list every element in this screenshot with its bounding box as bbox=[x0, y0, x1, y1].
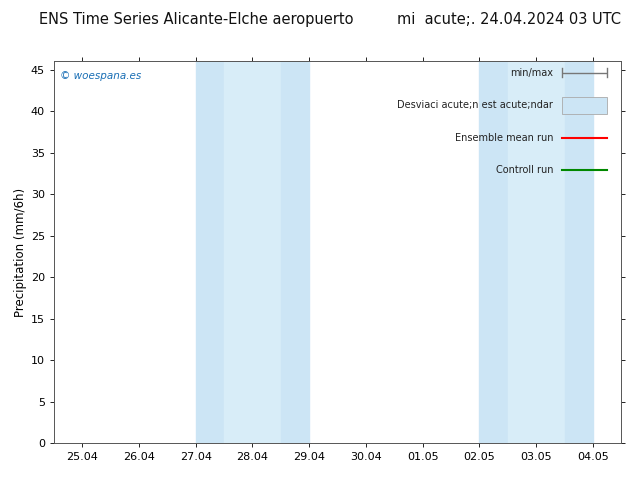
Text: © woespana.es: © woespana.es bbox=[60, 71, 141, 81]
Text: ENS Time Series Alicante-Elche aeropuerto: ENS Time Series Alicante-Elche aeropuert… bbox=[39, 12, 354, 27]
Text: Desviaci acute;n est acute;ndar: Desviaci acute;n est acute;ndar bbox=[398, 100, 553, 110]
Bar bbox=[281, 61, 309, 443]
Text: min/max: min/max bbox=[510, 68, 553, 78]
Y-axis label: Precipitation (mm/6h): Precipitation (mm/6h) bbox=[13, 188, 27, 317]
Bar bbox=[252, 61, 281, 443]
Bar bbox=[479, 61, 508, 443]
Text: mi  acute;. 24.04.2024 03 UTC: mi acute;. 24.04.2024 03 UTC bbox=[398, 12, 621, 27]
Bar bbox=[562, 97, 607, 114]
Text: Controll run: Controll run bbox=[496, 165, 553, 175]
Bar bbox=[508, 61, 536, 443]
Bar bbox=[224, 61, 252, 443]
Bar bbox=[564, 61, 593, 443]
Bar bbox=[196, 61, 224, 443]
Text: Ensemble mean run: Ensemble mean run bbox=[455, 133, 553, 143]
Bar bbox=[536, 61, 564, 443]
